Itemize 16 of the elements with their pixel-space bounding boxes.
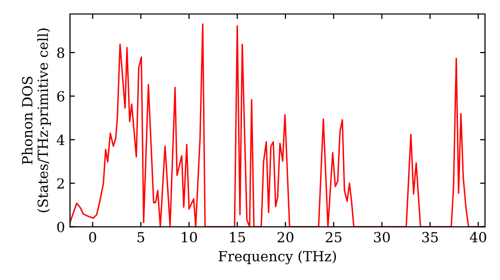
x-axis-title: Frequency (THz): [218, 250, 336, 264]
y-tick-label: 6: [57, 91, 64, 102]
y-tick-label: 0: [57, 222, 64, 232]
x-tick-label: 20: [278, 232, 294, 242]
x-tick-label: 40: [470, 232, 486, 242]
y-tick-label: 8: [57, 48, 64, 58]
x-tick-label: 15: [230, 232, 246, 242]
y-tick-label: 4: [56, 134, 64, 145]
x-tick-label: 10: [182, 232, 197, 242]
x-tick-label: 30: [374, 232, 390, 242]
x-tick-label: 5: [138, 232, 144, 242]
x-tick-label: 0: [89, 232, 96, 242]
y-axis-title: Phonon DOS (States/THz·primitive cell): [22, 28, 51, 212]
x-tick-label: 25: [326, 232, 342, 242]
x-tick-label: 35: [422, 232, 438, 242]
y-tick-label: 2: [57, 178, 64, 189]
